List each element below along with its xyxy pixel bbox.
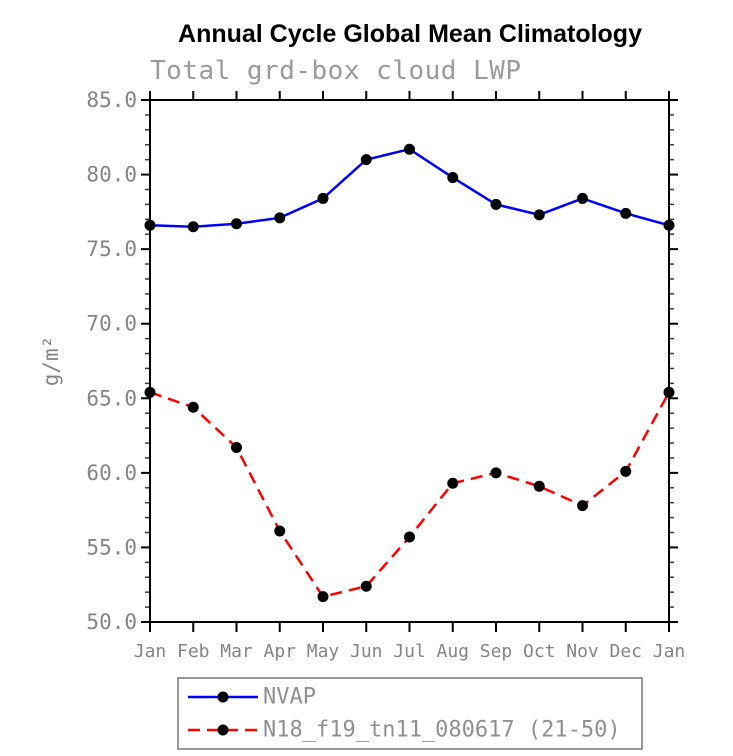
y-tick-label: 70.0: [86, 312, 137, 336]
series-line-nvap: [149, 147, 670, 229]
data-point-marker: [317, 192, 329, 204]
data-point-marker: [404, 531, 415, 543]
x-tick-label: Nov: [566, 641, 599, 662]
data-point-marker: [274, 212, 286, 224]
axis-frame: [149, 99, 670, 623]
legend-entry-nvap: NVAP: [188, 685, 316, 710]
x-tick-label: Dec: [609, 641, 642, 662]
chart-title: Annual Cycle Global Mean Climatology: [178, 20, 642, 48]
data-point-marker: [274, 525, 286, 537]
x-tick-label: Jun: [350, 641, 383, 662]
y-tick-label: 55.0: [86, 535, 137, 559]
data-point-marker: [577, 500, 588, 512]
data-point-marker: [231, 442, 242, 454]
data-point-marker: [620, 207, 632, 219]
data-point-marker: [231, 218, 242, 230]
legend-box: [177, 677, 643, 750]
y-tick-label: 65.0: [86, 386, 137, 410]
series-line-n18-f19-tn11-080617-21-50-: [149, 391, 671, 599]
y-tick-label: 80.0: [86, 163, 137, 187]
data-point-marker: [490, 467, 502, 479]
x-tick-label: Oct: [523, 641, 556, 662]
legend-entry-n18: N18_f19_tn11_080617 (21-50): [188, 718, 621, 743]
x-tick-label: Sep: [480, 641, 513, 662]
data-point-marker: [663, 386, 675, 398]
data-point-marker: [144, 219, 156, 231]
legend-label-nvap: NVAP: [263, 685, 316, 710]
data-point-marker: [533, 209, 545, 221]
data-point-marker: [447, 477, 459, 489]
legend-marker-dot: [217, 724, 229, 736]
data-point-marker: [187, 401, 199, 413]
data-point-marker: [404, 143, 415, 155]
data-point-marker: [144, 386, 156, 398]
data-point-marker: [317, 591, 329, 603]
chart-subtitle: Total grd-box cloud LWP: [150, 56, 522, 86]
x-tick-label: Jul: [393, 641, 426, 662]
data-point-marker: [360, 154, 372, 166]
x-tick-label: Feb: [177, 641, 210, 662]
x-tick-label: Jan: [653, 641, 686, 662]
data-point-marker: [447, 172, 459, 184]
plot-area: 50.0 55.0 60.0 65.0 70.0 75.0 80.0 85.0 Jan Feb Ma…: [86, 88, 685, 662]
x-tick-label: Aug: [436, 641, 469, 662]
data-point-marker: [620, 465, 632, 477]
x-tick-label: Mar: [220, 641, 253, 662]
y-tick-label: 75.0: [86, 237, 137, 261]
x-tick-label: May: [307, 641, 340, 662]
y-tick-label: 85.0: [86, 88, 137, 112]
y-axis-label: g/m²: [39, 336, 63, 387]
x-tick-label: Apr: [263, 641, 296, 662]
data-point-marker: [187, 221, 199, 233]
y-tick-label: 60.0: [86, 461, 137, 485]
legend: NVAP N18_f19_tn11_080617 (21-50): [177, 677, 643, 750]
legend-label-n18: N18_f19_tn11_080617 (21-50): [263, 718, 621, 743]
legend-marker-dot: [217, 691, 229, 703]
x-tick-label: Jan: [134, 641, 167, 662]
data-point-marker: [533, 480, 545, 492]
data-point-marker: [360, 580, 372, 592]
y-tick-label: 50.0: [86, 610, 137, 634]
data-point-marker: [577, 192, 588, 204]
data-point-marker: [663, 219, 675, 231]
data-point-marker: [490, 198, 502, 210]
